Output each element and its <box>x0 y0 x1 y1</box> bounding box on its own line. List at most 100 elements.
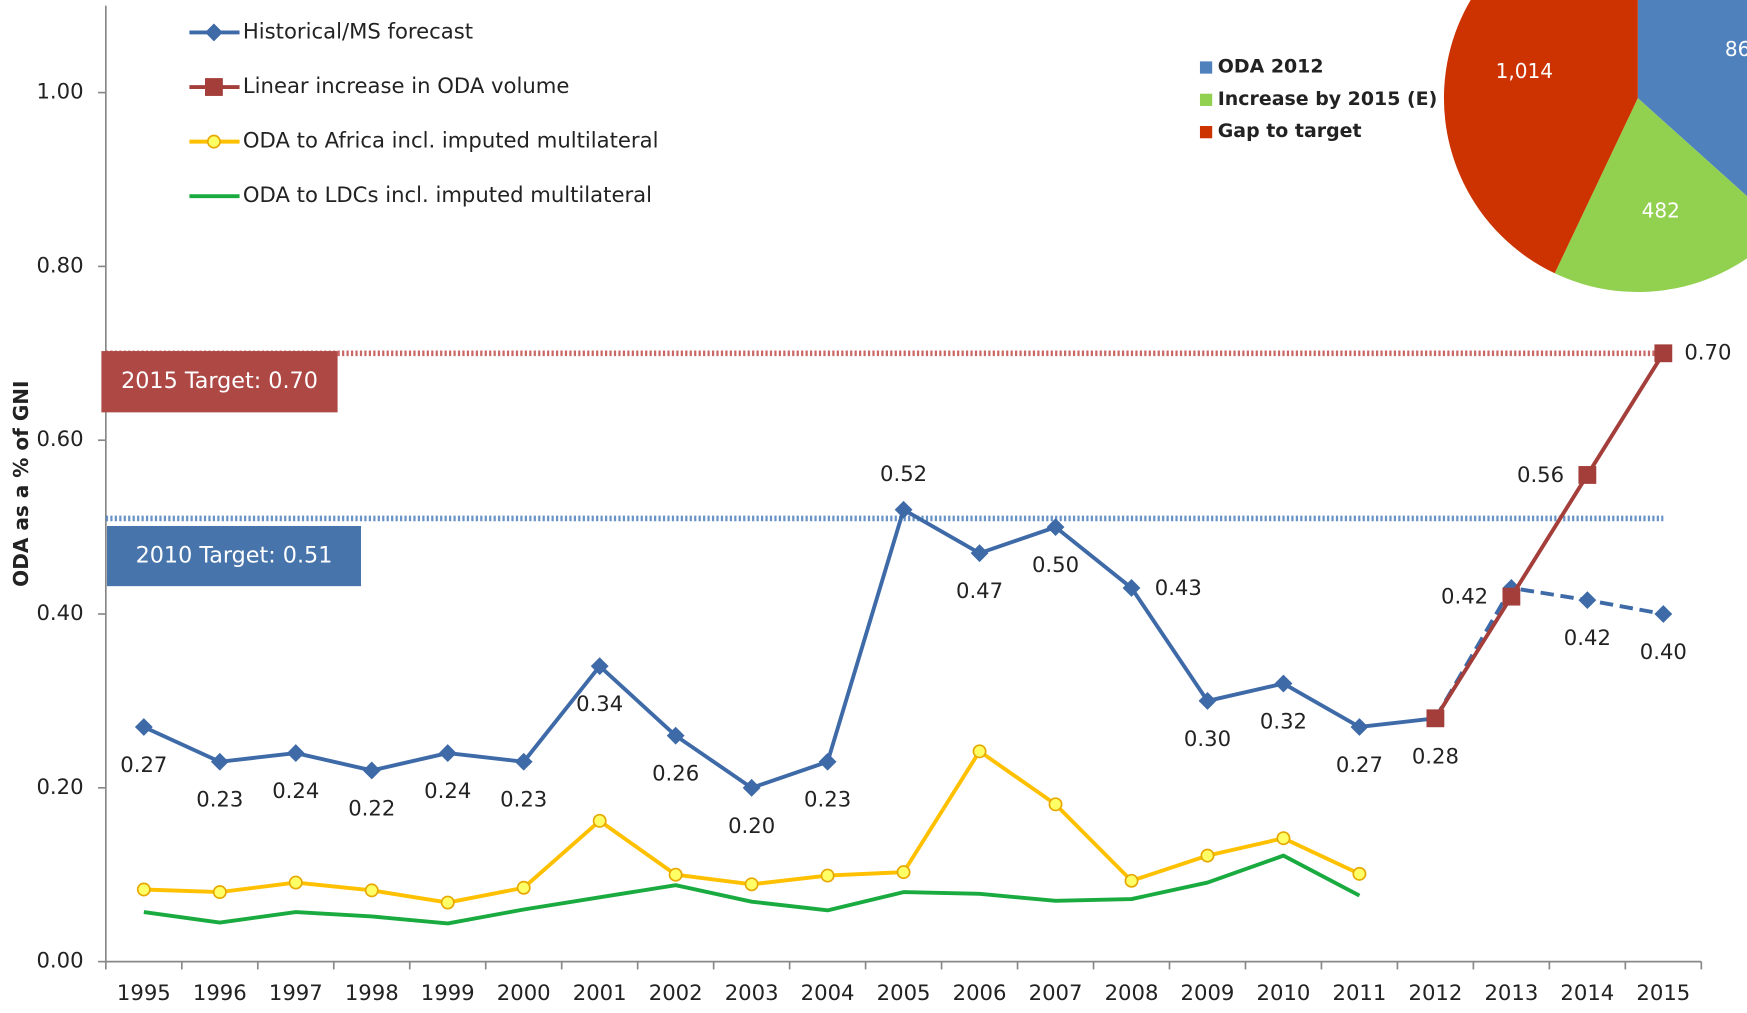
marker <box>212 885 227 900</box>
marker <box>438 744 457 762</box>
x-tick-label: 2011 <box>1333 980 1387 1005</box>
data-label: 0.23 <box>804 787 851 812</box>
marker <box>205 23 223 42</box>
x-tick-label: 2008 <box>1105 980 1159 1005</box>
marker <box>364 883 379 898</box>
series-line <box>143 853 1361 926</box>
marker <box>818 752 837 771</box>
marker <box>744 877 759 892</box>
legend-label: ODA 2012 <box>1218 55 1324 77</box>
data-label: 0.43 <box>1155 575 1202 600</box>
marker <box>970 544 989 563</box>
marker <box>136 882 151 897</box>
x-tick-label: 2002 <box>649 980 703 1005</box>
x-tick-label: 1999 <box>421 980 475 1005</box>
marker <box>286 744 305 762</box>
x-tick-label: 2004 <box>801 980 855 1005</box>
marker <box>896 865 911 880</box>
data-label: 0.27 <box>1336 752 1383 777</box>
y-tick-label: 0.60 <box>36 426 83 451</box>
target-box <box>101 351 338 413</box>
marker <box>514 752 533 771</box>
marker <box>1124 873 1139 888</box>
y-tick-label: 0.00 <box>36 948 83 973</box>
legend-swatch <box>1199 61 1213 74</box>
marker <box>1654 344 1673 363</box>
y-axis-label: ODA as a % of GNI <box>9 380 33 586</box>
target-box <box>106 525 361 587</box>
data-label: 0.50 <box>1032 552 1079 577</box>
series-line <box>1433 352 1665 720</box>
marker <box>972 744 987 759</box>
data-label: 0.30 <box>1184 726 1231 751</box>
x-tick-label: 2009 <box>1181 980 1235 1005</box>
series-line <box>1433 585 1664 720</box>
y-tick-label: 0.80 <box>36 252 83 277</box>
marker <box>1048 797 1063 812</box>
data-label: 0.23 <box>500 787 547 812</box>
y-tick-label: 0.20 <box>36 774 83 799</box>
y-tick-label: 0.40 <box>36 600 83 625</box>
marker <box>1502 587 1521 606</box>
x-tick-label: 1997 <box>269 980 323 1005</box>
legend-swatch <box>1199 126 1213 139</box>
x-tick-label: 2003 <box>725 980 779 1005</box>
marker <box>1122 579 1141 597</box>
pie-slice <box>1554 98 1747 292</box>
data-label: 0.26 <box>652 761 699 786</box>
y-tick-label: 1.00 <box>36 79 83 104</box>
data-label: 0.24 <box>424 778 471 803</box>
x-tick-label: 2006 <box>953 980 1007 1005</box>
data-label: 0.70 <box>1684 339 1731 364</box>
data-label: 0.42 <box>1441 584 1488 609</box>
x-tick-label: 2005 <box>877 980 931 1005</box>
target-label: 2010 Target: 0.51 <box>136 543 333 569</box>
x-tick-label: 2010 <box>1257 980 1311 1005</box>
marker <box>1578 591 1597 610</box>
marker <box>205 78 223 96</box>
x-tick-label: 2000 <box>497 980 551 1005</box>
data-label: 0.52 <box>880 461 927 486</box>
marker <box>820 868 835 883</box>
data-label: 0.56 <box>1517 462 1564 487</box>
legend-label: Gap to target <box>1218 120 1362 142</box>
marker <box>440 895 455 910</box>
marker <box>1046 518 1065 537</box>
x-tick-label: 2014 <box>1560 980 1614 1005</box>
data-label: 0.24 <box>272 778 319 803</box>
data-label: 0.42 <box>1564 625 1611 650</box>
marker <box>1350 718 1369 736</box>
marker <box>1654 605 1673 623</box>
data-label: 0.34 <box>576 691 623 716</box>
data-label: 0.28 <box>1412 743 1459 768</box>
data-label: 0.20 <box>728 813 775 838</box>
x-tick-label: 1996 <box>193 980 247 1005</box>
legend-label: Linear increase in ODA volume <box>243 73 570 98</box>
legend-swatch <box>1199 93 1213 106</box>
pie-slice <box>1443 0 1638 274</box>
pie-label: 1,014 <box>1496 59 1553 83</box>
marker <box>288 875 303 890</box>
x-tick-label: 2001 <box>573 980 627 1005</box>
marker <box>1426 709 1445 728</box>
x-tick-label: 2015 <box>1636 980 1690 1005</box>
x-tick-label: 2012 <box>1408 980 1462 1005</box>
marker <box>516 880 531 895</box>
target-label: 2015 Target: 0.70 <box>121 368 318 394</box>
x-tick-label: 2007 <box>1029 980 1083 1005</box>
marker <box>206 134 221 149</box>
marker <box>1276 831 1291 846</box>
legend-label: ODA to Africa incl. imputed multilateral <box>243 128 659 153</box>
data-label: 0.23 <box>196 787 243 812</box>
data-label: 0.40 <box>1640 639 1687 664</box>
pie-label: 482 <box>1642 199 1680 223</box>
x-tick-label: 2013 <box>1484 980 1538 1005</box>
legend-label: Historical/MS forecast <box>243 18 473 43</box>
pie-label: 865 <box>1725 37 1747 61</box>
data-label: 0.32 <box>1260 709 1307 734</box>
x-tick-label: 1995 <box>117 980 171 1005</box>
pie-slice <box>1637 0 1747 197</box>
data-label: 0.22 <box>348 795 395 820</box>
